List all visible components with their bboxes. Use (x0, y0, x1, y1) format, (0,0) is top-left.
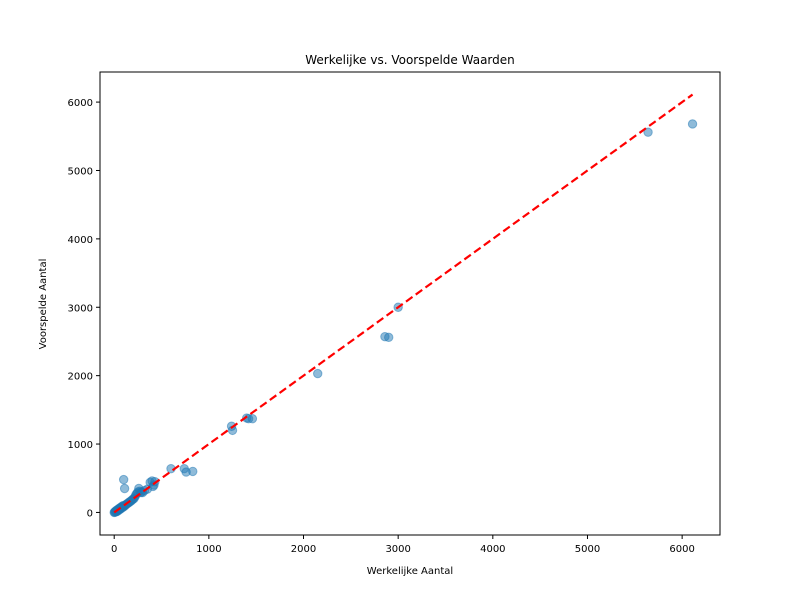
x-tick-label: 1000 (196, 544, 221, 555)
data-point (687, 119, 698, 129)
y-tick-label: 4000 (68, 235, 93, 246)
x-tick-label: 5000 (575, 544, 600, 555)
data-point (118, 474, 129, 485)
x-tick-label: 6000 (669, 544, 694, 555)
chart-title: Werkelijke vs. Voorspelde Waarden (305, 53, 515, 67)
x-tick-label: 4000 (480, 544, 505, 555)
y-tick-label: 1000 (68, 440, 93, 451)
y-tick-label: 0 (87, 508, 93, 519)
x-axis-label: Werkelijke Aantal (367, 566, 453, 577)
y-tick-label: 5000 (68, 166, 93, 177)
x-tick-label: 0 (111, 544, 117, 555)
reference-line (113, 93, 694, 514)
data-point (643, 127, 653, 137)
x-tick-label: 2000 (291, 544, 316, 555)
y-tick-label: 6000 (68, 98, 93, 109)
y-tick-label: 3000 (68, 303, 93, 314)
y-tick-label: 2000 (68, 372, 93, 383)
x-tick-label: 3000 (385, 544, 410, 555)
data-point (313, 368, 323, 379)
data-point (247, 414, 258, 424)
axes-frame (99, 71, 721, 536)
data-point (384, 332, 394, 343)
data-point (119, 483, 130, 494)
y-axis-label: Voorspelde Aantal (38, 259, 49, 350)
data-point (188, 466, 198, 477)
plot-area: 0 1000 2000 3000 4000 5000 6000 0 1000 2000 3000 40… (68, 71, 721, 555)
